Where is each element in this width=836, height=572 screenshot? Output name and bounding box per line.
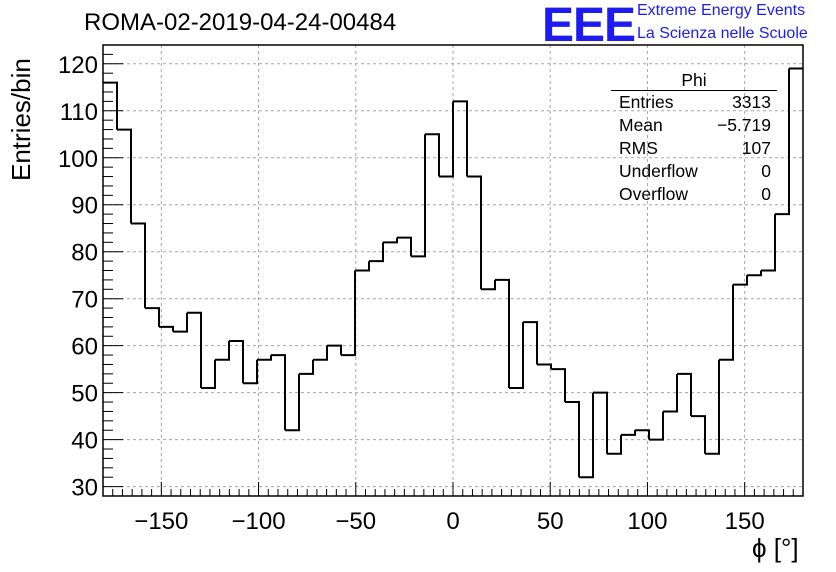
x-axis-label: ϕ [°] <box>752 533 799 563</box>
stats-value: 107 <box>741 138 771 158</box>
stats-label: Mean <box>619 115 663 135</box>
histogram-bars <box>103 67 803 479</box>
y-tick-label: 70 <box>71 287 98 314</box>
stats-value: 0 <box>761 161 771 181</box>
histogram-bin <box>159 325 174 332</box>
stats-label: RMS <box>619 138 658 158</box>
stats-value: 0 <box>761 184 771 204</box>
axes: −150 −100 −50 0 50 100 150 30 40 50 60 70 80 90 100 110… <box>58 44 804 535</box>
x-tick-label: 100 <box>627 508 667 535</box>
histogram-bin <box>621 430 636 436</box>
stats-value: 3313 <box>732 92 771 112</box>
histogram-bin <box>677 372 692 417</box>
histogram-bin <box>411 134 426 258</box>
stats-row-rms: RMS 107 <box>611 137 777 160</box>
stats-label: Underflow <box>619 161 698 181</box>
histogram-bin <box>719 284 734 361</box>
stats-label: Entries <box>619 92 674 112</box>
histogram-bin <box>481 279 496 291</box>
histogram-bin <box>243 359 258 385</box>
histogram-bin <box>369 242 384 263</box>
histogram-bin <box>187 311 202 388</box>
histogram-bin <box>663 373 678 413</box>
x-tick-label: 50 <box>537 508 564 535</box>
y-tick-label: 40 <box>71 428 98 455</box>
chart-title: ROMA-02-2019-04-24-00484 <box>84 9 397 36</box>
x-tick-label: −50 <box>335 508 376 535</box>
histogram-bin <box>747 270 762 277</box>
histogram-bin <box>607 434 622 455</box>
histogram-bin <box>341 270 356 357</box>
histogram-bin <box>201 359 216 389</box>
y-tick-label: 100 <box>58 146 98 173</box>
y-tick-label: 110 <box>60 99 98 126</box>
histogram-bin <box>649 411 664 441</box>
x-tick-label: −150 <box>134 508 188 535</box>
histogram-bin <box>761 214 776 272</box>
histogram-bin <box>285 373 300 432</box>
y-tick-label: 50 <box>71 381 98 408</box>
histogram-bin <box>145 307 160 327</box>
histogram-bin <box>313 345 328 361</box>
histogram-bin <box>117 128 132 224</box>
histogram-bin <box>635 429 650 440</box>
stats-value: −5.719 <box>716 115 771 135</box>
y-tick-label: 90 <box>71 193 98 220</box>
x-tick-label: 150 <box>725 508 765 535</box>
histogram-bin <box>705 359 720 455</box>
logo-line-2: La Scienza nelle Scuole <box>637 25 808 42</box>
histogram-bin <box>691 415 706 454</box>
histogram-bin <box>579 392 594 479</box>
histogram-bin <box>593 391 608 454</box>
histogram-bin <box>523 321 538 365</box>
stats-row-overflow: Overflow 0 <box>611 183 777 206</box>
histogram-bin <box>103 81 118 130</box>
y-tick-label: 60 <box>71 334 98 361</box>
histogram-bin <box>131 222 146 309</box>
histogram-bin <box>215 340 230 361</box>
histogram-bin <box>299 359 314 375</box>
y-tick-label: 120 <box>58 52 98 79</box>
histogram-bin <box>775 68 790 216</box>
histogram-bin <box>467 175 482 290</box>
histogram-bin <box>551 368 566 403</box>
histogram-bin <box>327 344 342 356</box>
x-tick-label: 0 <box>446 508 459 535</box>
histogram-bin <box>509 322 524 389</box>
histogram-bin <box>229 339 244 384</box>
histogram-bin <box>425 133 440 177</box>
stats-row-entries: Entries 3313 <box>611 91 777 114</box>
histogram-bin <box>257 355 272 361</box>
histogram-bin <box>397 236 412 257</box>
stats-title: Phi <box>611 70 777 91</box>
logo-line-1: Extreme Energy Events <box>637 2 806 19</box>
histogram-bin <box>537 363 552 370</box>
histogram-bin <box>439 101 454 178</box>
stats-row-underflow: Underflow 0 <box>611 160 777 183</box>
y-tick-label: 80 <box>71 240 98 267</box>
y-axis-label: Entries/bin <box>6 58 36 181</box>
histogram-bin <box>355 261 370 272</box>
histogram-bin <box>453 100 468 177</box>
histogram-bin <box>173 312 188 333</box>
stats-box: Phi Entries 3313 Mean −5.719 RMS 107 Und… <box>611 70 777 206</box>
histogram-bin <box>495 278 510 388</box>
histogram-bin <box>271 354 286 431</box>
x-tick-label: −100 <box>232 508 286 535</box>
eee-logo: EEE <box>542 0 636 52</box>
stats-row-mean: Mean −5.719 <box>611 114 777 137</box>
y-tick-label: 30 <box>71 475 98 502</box>
histogram-bin <box>733 275 748 286</box>
histogram-bin <box>565 401 580 478</box>
stats-label: Overflow <box>619 184 689 204</box>
histogram-bin <box>383 237 398 244</box>
